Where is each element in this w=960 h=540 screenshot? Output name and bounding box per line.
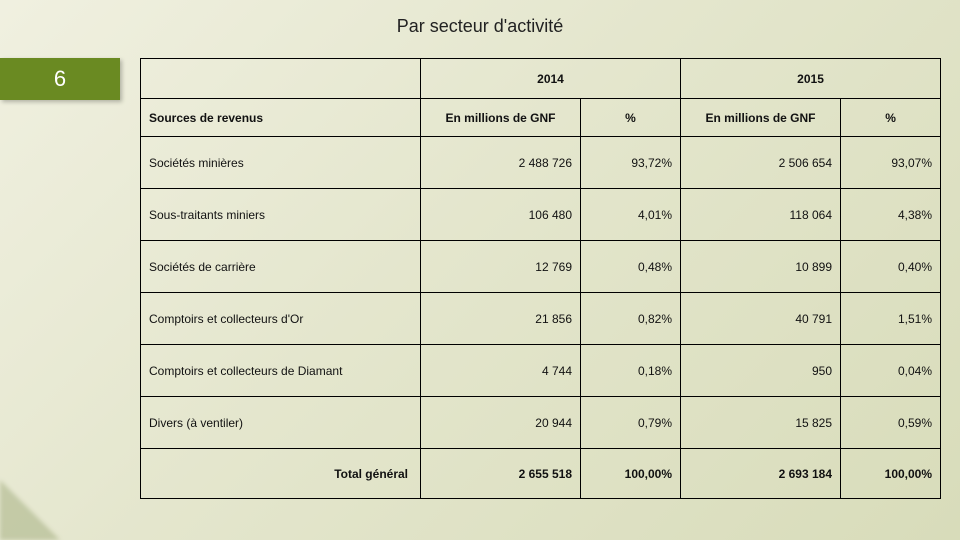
table-row: Comptoirs et collecteurs d'Or 21 856 0,8… bbox=[141, 293, 941, 345]
row-label: Comptoirs et collecteurs d'Or bbox=[141, 293, 421, 345]
row-v2014: 4 744 bbox=[421, 345, 581, 397]
slide-number: 6 bbox=[54, 66, 66, 92]
header-blank bbox=[141, 59, 421, 99]
row-p2015: 0,04% bbox=[841, 345, 941, 397]
table-row: Sociétés de carrière 12 769 0,48% 10 899… bbox=[141, 241, 941, 293]
header-pct-2014: % bbox=[581, 99, 681, 137]
row-v2015: 15 825 bbox=[681, 397, 841, 449]
row-label: Comptoirs et collecteurs de Diamant bbox=[141, 345, 421, 397]
header-2015: 2015 bbox=[681, 59, 941, 99]
corner-decoration bbox=[0, 480, 60, 540]
total-p2015: 100,00% bbox=[841, 449, 941, 499]
row-p2014: 0,48% bbox=[581, 241, 681, 293]
total-p2014: 100,00% bbox=[581, 449, 681, 499]
header-2014: 2014 bbox=[421, 59, 681, 99]
page-title: Par secteur d'activité bbox=[0, 16, 960, 37]
row-label: Sociétés minières bbox=[141, 137, 421, 189]
table-header-sub: Sources de revenus En millions de GNF % … bbox=[141, 99, 941, 137]
table-row: Sous-traitants miniers 106 480 4,01% 118… bbox=[141, 189, 941, 241]
row-label: Divers (à ventiler) bbox=[141, 397, 421, 449]
row-v2015: 2 506 654 bbox=[681, 137, 841, 189]
slide-number-badge: 6 bbox=[0, 58, 120, 100]
slide: Par secteur d'activité 6 2014 2015 Sourc… bbox=[0, 0, 960, 540]
row-v2014: 2 488 726 bbox=[421, 137, 581, 189]
row-p2015: 1,51% bbox=[841, 293, 941, 345]
row-v2015: 950 bbox=[681, 345, 841, 397]
table-body: Sociétés minières 2 488 726 93,72% 2 506… bbox=[141, 137, 941, 449]
table-row: Sociétés minières 2 488 726 93,72% 2 506… bbox=[141, 137, 941, 189]
row-p2015: 0,59% bbox=[841, 397, 941, 449]
row-v2014: 21 856 bbox=[421, 293, 581, 345]
total-v2014: 2 655 518 bbox=[421, 449, 581, 499]
row-p2014: 0,82% bbox=[581, 293, 681, 345]
table-row: Comptoirs et collecteurs de Diamant 4 74… bbox=[141, 345, 941, 397]
table-total-row: Total général 2 655 518 100,00% 2 693 18… bbox=[141, 449, 941, 499]
row-label: Sous-traitants miniers bbox=[141, 189, 421, 241]
row-v2014: 12 769 bbox=[421, 241, 581, 293]
row-v2015: 40 791 bbox=[681, 293, 841, 345]
row-p2014: 0,79% bbox=[581, 397, 681, 449]
table-row: Divers (à ventiler) 20 944 0,79% 15 825 … bbox=[141, 397, 941, 449]
row-label: Sociétés de carrière bbox=[141, 241, 421, 293]
header-val-2014: En millions de GNF bbox=[421, 99, 581, 137]
row-p2014: 0,18% bbox=[581, 345, 681, 397]
header-pct-2015: % bbox=[841, 99, 941, 137]
header-val-2015: En millions de GNF bbox=[681, 99, 841, 137]
row-v2015: 118 064 bbox=[681, 189, 841, 241]
total-v2015: 2 693 184 bbox=[681, 449, 841, 499]
row-p2015: 93,07% bbox=[841, 137, 941, 189]
row-p2015: 4,38% bbox=[841, 189, 941, 241]
revenue-table-container: 2014 2015 Sources de revenus En millions… bbox=[140, 58, 940, 499]
revenue-table: 2014 2015 Sources de revenus En millions… bbox=[140, 58, 941, 499]
row-v2015: 10 899 bbox=[681, 241, 841, 293]
row-v2014: 106 480 bbox=[421, 189, 581, 241]
row-p2014: 93,72% bbox=[581, 137, 681, 189]
row-v2014: 20 944 bbox=[421, 397, 581, 449]
table-header-years: 2014 2015 bbox=[141, 59, 941, 99]
row-p2015: 0,40% bbox=[841, 241, 941, 293]
total-label: Total général bbox=[141, 449, 421, 499]
header-sources: Sources de revenus bbox=[141, 99, 421, 137]
row-p2014: 4,01% bbox=[581, 189, 681, 241]
